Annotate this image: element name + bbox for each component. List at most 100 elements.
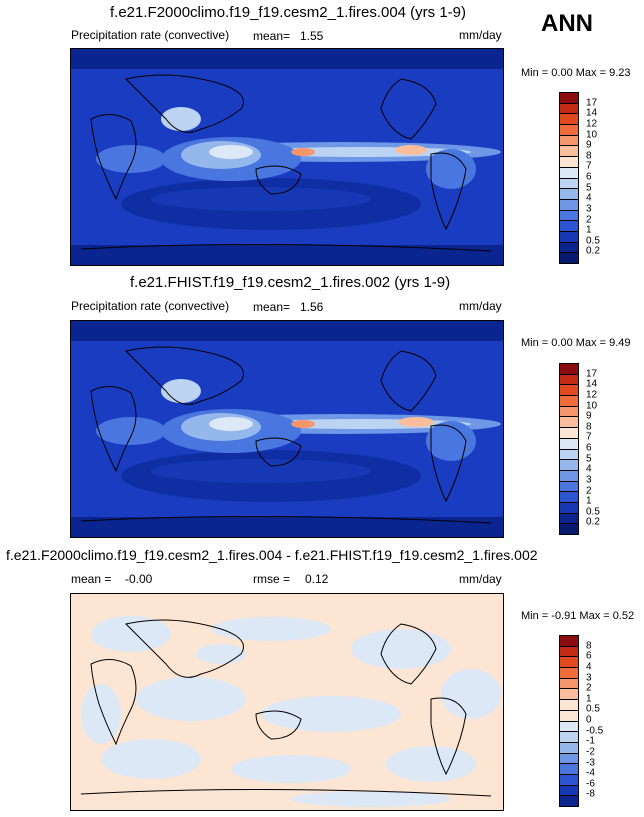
- panel-3-max-value: 0.52: [612, 610, 635, 622]
- colorbar-segment: [560, 189, 578, 200]
- colorbar-label: 9: [586, 410, 592, 422]
- colorbar-segment: [560, 689, 578, 701]
- colorbar-label: 12: [586, 118, 598, 130]
- colorbar-label: -2: [586, 746, 595, 758]
- colorbar-segment: [560, 364, 578, 375]
- panel-1-colorbar-labels: 17 14 12 10 9 8 7 6 5 4 3 2 1 0.5 0.2: [586, 92, 626, 262]
- colorbar-label: 17: [586, 97, 598, 109]
- colorbar-label: 0: [586, 714, 592, 726]
- colorbar-label: 3: [586, 672, 592, 683]
- colorbar-label: 2: [586, 214, 592, 225]
- panel-1-colorbar: [559, 92, 579, 264]
- panel-2-min-value: 0.00: [551, 337, 573, 349]
- colorbar-label: 8: [586, 640, 592, 652]
- colorbar-segment: [560, 438, 578, 450]
- panel-1-title: f.e21.F2000climo.f19_f19.cesm2_1.fires.0…: [110, 4, 467, 21]
- colorbar-label: 10: [586, 400, 598, 411]
- panel-2-variable: Precipitation rate (convective): [71, 299, 230, 313]
- colorbar-label: 0.5: [586, 703, 600, 715]
- panel-2-min-label: Min =: [521, 337, 549, 349]
- panel-2-colorbar: [559, 363, 579, 535]
- colorbar-segment: [560, 764, 578, 775]
- colorbar-segment: [560, 470, 578, 482]
- colorbar-label: 14: [586, 378, 598, 390]
- colorbar-label: 3: [586, 474, 592, 486]
- colorbar-label: 2: [586, 485, 592, 496]
- colorbar-segment: [560, 492, 578, 503]
- colorbar-label: -3: [586, 757, 595, 768]
- colorbar-label: -6: [586, 778, 595, 790]
- panel-3-title: f.e21.F2000climo.f19_f19.cesm2_1.fires.0…: [6, 547, 538, 563]
- colorbar-label: 12: [586, 389, 598, 401]
- colorbar-segment: [560, 710, 578, 722]
- colorbar-label: 6: [586, 442, 592, 454]
- panel-1-map-field: [71, 49, 503, 265]
- colorbar-label: 1: [586, 224, 592, 236]
- colorbar-label: 5: [586, 182, 592, 194]
- colorbar-label: 5: [586, 453, 592, 465]
- colorbar-label: 0.5: [586, 235, 600, 247]
- colorbar-segment: [560, 210, 578, 222]
- colorbar-segment: [560, 396, 578, 407]
- colorbar-segment: [560, 125, 578, 136]
- panel-3-units: mm/day: [459, 572, 502, 586]
- panel-2-max-label: Max =: [575, 337, 607, 349]
- colorbar-segment: [560, 700, 578, 711]
- panel-3-colorbar: [559, 635, 579, 807]
- panel-1-mean-label: mean=: [253, 29, 291, 43]
- panel-3-mean-value: -0.00: [125, 572, 153, 586]
- panel-1-min-label: Min =: [521, 67, 549, 79]
- colorbar-segment: [560, 231, 578, 243]
- colorbar-label: 8: [586, 150, 592, 162]
- colorbar-label: 14: [586, 107, 598, 119]
- colorbar-segment: [560, 646, 578, 658]
- panel-2-title: f.e21.FHIST.f19_f19.cesm2_1.fires.002 (y…: [130, 274, 451, 291]
- colorbar-label: 6: [586, 650, 592, 662]
- panel-3-colorbar-labels: 8 6 4 3 2 1 0.5 0 -0.5 -1 -2 -3 -4 -6 -8: [586, 635, 626, 805]
- panel-1-map: [70, 48, 504, 266]
- colorbar-segment: [560, 657, 578, 669]
- panel-1-variable: Precipitation rate (convective): [71, 28, 230, 42]
- colorbar-segment: [560, 114, 578, 126]
- panel-3-minmax: Min = -0.91 Max = 0.52: [521, 610, 634, 622]
- colorbar-segment: [560, 146, 578, 158]
- colorbar-segment: [560, 513, 578, 525]
- panel-3-map: [70, 593, 504, 811]
- colorbar-segment: [560, 417, 578, 429]
- colorbar-label: 6: [586, 171, 592, 183]
- panel-3-rmse-value: 0.12: [305, 572, 329, 586]
- colorbar-segment: [560, 221, 578, 232]
- panel-1-mean-value: 1.55: [300, 29, 324, 43]
- colorbar-label: 4: [586, 192, 592, 204]
- colorbar-label: 7: [586, 431, 592, 443]
- colorbar-segment: [560, 406, 578, 418]
- panel-3-map-field: [71, 594, 503, 810]
- colorbar-segment: [560, 502, 578, 514]
- colorbar-segment: [560, 785, 578, 797]
- colorbar-label: 1: [586, 495, 592, 507]
- panel-3-rmse-label: rmse =: [253, 572, 291, 586]
- panel-2-units: mm/day: [459, 299, 502, 313]
- colorbar-segment: [560, 178, 578, 190]
- colorbar-label: 0.2: [586, 245, 600, 257]
- colorbar-label: -1: [586, 735, 595, 747]
- panel-3-min-label: Min =: [521, 610, 549, 622]
- panel-3-min-value: -0.91: [551, 610, 577, 622]
- colorbar-segment: [560, 374, 578, 386]
- panel-2-minmax: Min = 0.00 Max = 9.49: [521, 337, 631, 349]
- colorbar-label: -8: [586, 788, 595, 800]
- colorbar-segment: [560, 253, 578, 263]
- colorbar-label: 3: [586, 203, 592, 215]
- colorbar-segment: [560, 167, 578, 179]
- colorbar-label: 0.2: [586, 516, 600, 528]
- colorbar-label: 7: [586, 160, 592, 172]
- panel-2-colorbar-labels: 17 14 12 10 9 8 7 6 5 4 3 2 1 0.5 0.2: [586, 363, 626, 533]
- colorbar-segment: [560, 732, 578, 743]
- colorbar-label: 1: [586, 693, 592, 705]
- panel-3-max-label: Max =: [579, 610, 610, 622]
- panel-2-max-value: 9.49: [609, 337, 631, 349]
- panel-1-units: mm/day: [459, 28, 502, 42]
- colorbar-segment: [560, 242, 578, 254]
- colorbar-segment: [560, 636, 578, 647]
- colorbar-label: 9: [586, 139, 592, 151]
